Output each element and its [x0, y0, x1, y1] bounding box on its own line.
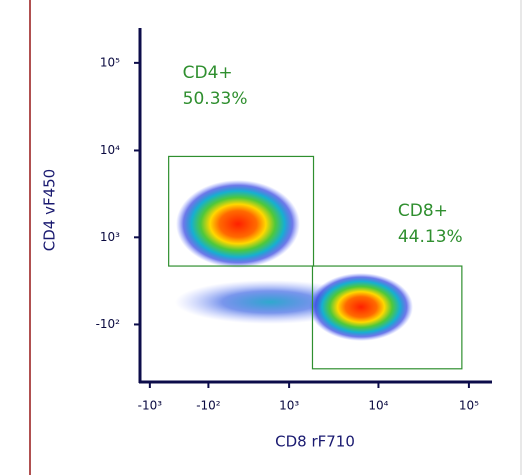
x-tick-label: -10²: [196, 399, 221, 413]
x-axis-title: CD8 rF710: [275, 433, 355, 451]
gate: [168, 155, 315, 267]
y-axis-title: CD4 vF450: [41, 169, 59, 251]
y-tick-label: 10³: [100, 230, 120, 244]
density-cloud: [176, 180, 300, 268]
y-tick-label: -10²: [96, 317, 121, 331]
x-tick-label: 10⁵: [459, 399, 479, 413]
gate-name: CD4+: [183, 63, 233, 83]
y-tick-label: 10⁵: [100, 55, 120, 69]
density-cloud: [175, 180, 413, 341]
gate-percent: 50.33%: [183, 89, 248, 109]
gate-percent: 44.13%: [398, 227, 463, 247]
gate-name: CD8+: [398, 201, 448, 221]
x-tick-label: -10³: [138, 399, 163, 413]
x-tick-label: 10⁴: [368, 399, 388, 413]
y-tick-label: 10⁴: [100, 143, 120, 157]
gate: [311, 265, 463, 370]
density-cloud: [309, 273, 413, 341]
x-tick-label: 10³: [279, 399, 299, 413]
